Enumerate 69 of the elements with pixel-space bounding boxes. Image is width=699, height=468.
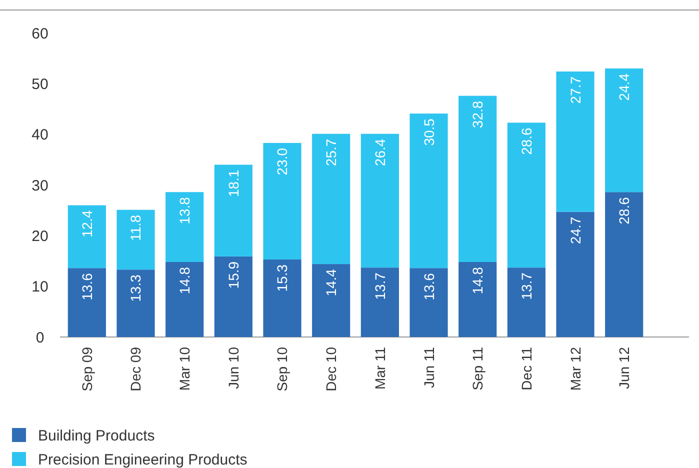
text: 13.6 bbox=[78, 273, 95, 300]
text: 24.4 bbox=[616, 73, 632, 101]
bar bbox=[605, 192, 644, 337]
bar bbox=[556, 72, 594, 212]
x-tick-label: Jun 12 bbox=[616, 346, 632, 390]
text: 28.6 bbox=[518, 128, 534, 155]
y-tick-label: 20 bbox=[32, 228, 48, 245]
text: 13.7 bbox=[518, 272, 534, 300]
text: 13.3 bbox=[128, 274, 144, 302]
legend-label: Precision Engineering Products bbox=[38, 451, 248, 468]
bar bbox=[68, 205, 106, 268]
text: 15.9 bbox=[225, 261, 242, 289]
x-tick-label: Dec 10 bbox=[323, 346, 340, 392]
x-tick-label: Jun 10 bbox=[225, 346, 242, 390]
text: 23.0 bbox=[274, 148, 290, 176]
y-tick-label: 40 bbox=[32, 126, 48, 144]
x-tick-label: Dec 09 bbox=[128, 346, 144, 392]
x-tick-label: Mar 11 bbox=[372, 346, 388, 390]
y-tick-label: 10 bbox=[32, 278, 48, 296]
bar bbox=[360, 134, 399, 268]
x-tick-label: Sep 09 bbox=[78, 346, 95, 392]
x-tick-label: Jun 11 bbox=[420, 346, 437, 388]
bar bbox=[410, 114, 448, 268]
text: 13.6 bbox=[420, 273, 437, 300]
bar bbox=[410, 268, 448, 337]
text: 25.7 bbox=[323, 138, 340, 166]
bar bbox=[556, 212, 594, 337]
text: 28.6 bbox=[616, 197, 632, 224]
bar bbox=[214, 164, 252, 256]
text: 24.7 bbox=[567, 216, 584, 244]
text: 13.7 bbox=[372, 272, 388, 300]
text: 11.8 bbox=[128, 214, 144, 242]
text: 12.4 bbox=[78, 210, 95, 238]
text: 15.3 bbox=[274, 264, 290, 292]
bar bbox=[116, 210, 155, 270]
text: 27.7 bbox=[567, 76, 584, 104]
x-tick-label: Sep 11 bbox=[470, 346, 486, 390]
bar bbox=[166, 262, 204, 337]
x-tick-label: Mar 10 bbox=[176, 346, 193, 391]
y-tick-label: 30 bbox=[32, 177, 48, 194]
x-tick-label: Mar 12 bbox=[567, 346, 584, 391]
bar bbox=[458, 96, 497, 262]
x-tick-label: Sep 10 bbox=[274, 346, 290, 392]
bar bbox=[116, 270, 155, 337]
x-tick-label: Dec 11 bbox=[518, 346, 534, 390]
bar bbox=[458, 262, 497, 337]
y-tick-label: 50 bbox=[32, 76, 48, 93]
bar bbox=[166, 192, 204, 262]
bar bbox=[507, 122, 546, 268]
y-tick-label: 0 bbox=[36, 329, 44, 346]
text: 30.5 bbox=[420, 118, 437, 146]
bar bbox=[507, 268, 546, 337]
text: 14.4 bbox=[323, 269, 340, 296]
bar bbox=[605, 68, 644, 192]
text: 18.1 bbox=[225, 170, 242, 197]
bar bbox=[214, 256, 252, 337]
bar bbox=[312, 134, 350, 264]
bar bbox=[263, 259, 302, 337]
text: 13.8 bbox=[176, 197, 193, 224]
text: 32.8 bbox=[470, 100, 486, 128]
text: 26.4 bbox=[372, 138, 388, 166]
y-tick-label: 60 bbox=[32, 25, 48, 42]
text: 14.8 bbox=[176, 267, 193, 294]
bar bbox=[68, 268, 106, 337]
text: 14.8 bbox=[470, 267, 486, 294]
bar bbox=[263, 142, 302, 260]
bar bbox=[360, 268, 399, 337]
bar bbox=[312, 264, 350, 337]
legend-label: Building Products bbox=[38, 427, 155, 444]
